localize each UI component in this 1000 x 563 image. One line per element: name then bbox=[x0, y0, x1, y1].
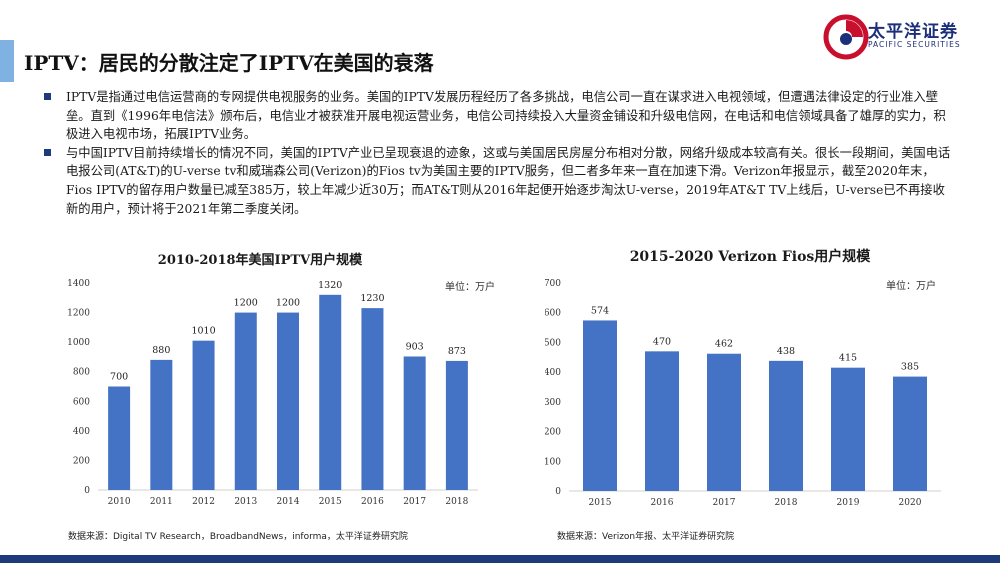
bullet-marker bbox=[44, 93, 51, 100]
x-tick-label-2011: 2011 bbox=[150, 497, 173, 507]
bar-2019 bbox=[831, 367, 865, 491]
data-label-2017: 903 bbox=[406, 341, 424, 352]
x-tick-label-2010: 2010 bbox=[108, 497, 131, 507]
y-tick-label: 1000 bbox=[67, 338, 90, 348]
bar-2010 bbox=[108, 386, 131, 490]
bar-2015 bbox=[319, 294, 342, 490]
data-label-2020: 385 bbox=[901, 362, 919, 373]
bar-2012 bbox=[192, 340, 215, 490]
x-tick-label-2012: 2012 bbox=[192, 497, 215, 507]
bar-2017 bbox=[403, 356, 426, 490]
data-label-2012: 1010 bbox=[191, 326, 215, 337]
data-label-2018: 873 bbox=[448, 346, 466, 357]
x-tick-label-2016: 2016 bbox=[361, 497, 384, 507]
x-tick-label-2019: 2019 bbox=[837, 498, 860, 508]
y-tick-label: 1400 bbox=[67, 279, 90, 289]
bar-2015 bbox=[583, 320, 617, 491]
y-tick-label: 500 bbox=[545, 338, 561, 348]
x-tick-label-2018: 2018 bbox=[775, 498, 798, 508]
data-label-2017: 462 bbox=[715, 339, 733, 350]
bar-2013 bbox=[234, 312, 257, 490]
y-tick-label: 800 bbox=[73, 368, 90, 378]
left-bar-chart: 0 200 400 600 800 1000 1200 1400 700 2010 880 2011 1… bbox=[67, 279, 478, 507]
data-label-2013: 1200 bbox=[234, 298, 258, 309]
y-tick-label: 700 bbox=[545, 279, 561, 289]
logo-english-name: PACIFIC SECURITIES bbox=[868, 40, 961, 49]
x-tick-label-2016: 2016 bbox=[651, 498, 674, 508]
x-tick-label-2015: 2015 bbox=[589, 498, 612, 508]
right-chart-unit: 单位：万户 bbox=[886, 281, 936, 292]
bar-2011 bbox=[150, 359, 173, 490]
y-tick-label: 200 bbox=[545, 428, 561, 438]
y-tick-label: 0 bbox=[84, 486, 90, 496]
bullet-text: 与中国IPTV目前持续增长的情况不同，美国的IPTV产业已呈现衰退的迹象，这或与… bbox=[66, 145, 951, 216]
left-chart-source: 数据来源：Digital TV Research，BroadbandNews，i… bbox=[68, 532, 408, 542]
data-label-2016: 1230 bbox=[360, 293, 384, 304]
bullet-item: 与中国IPTV目前持续增长的情况不同，美国的IPTV产业已呈现衰退的迹象，这或与… bbox=[40, 144, 952, 218]
bar-2016 bbox=[361, 308, 384, 490]
data-label-2016: 470 bbox=[653, 336, 671, 347]
data-label-2018: 438 bbox=[777, 346, 795, 357]
y-tick-label: 100 bbox=[545, 457, 561, 467]
right-chart-title: 2015-2020 Verizon Fios用户规模 bbox=[629, 249, 871, 265]
bar-2017 bbox=[707, 353, 741, 491]
y-tick-label: 400 bbox=[73, 427, 90, 437]
x-tick-label-2015: 2015 bbox=[319, 497, 342, 507]
bar-2018 bbox=[769, 360, 803, 491]
x-tick-label-2018: 2018 bbox=[445, 497, 468, 507]
pacific-securities-logo bbox=[823, 14, 869, 60]
bullet-item: IPTV是指通过电信运营商的专网提供电视服务的业务。美国的IPTV发展历程经历了… bbox=[40, 88, 952, 144]
x-tick-label-2017: 2017 bbox=[713, 498, 736, 508]
x-tick-label-2020: 2020 bbox=[899, 498, 922, 508]
right-chart-source: 数据来源：Verizon年报、太平洋证券研究院 bbox=[557, 532, 735, 542]
bar-2014 bbox=[277, 312, 299, 490]
bullet-text: IPTV是指通过电信运营商的专网提供电视服务的业务。美国的IPTV发展历程经历了… bbox=[66, 90, 946, 142]
page-title: IPTV：居民的分散注定了IPTV在美国的衰落 bbox=[24, 51, 434, 75]
x-tick-label-2014: 2014 bbox=[277, 497, 300, 507]
bar-2016 bbox=[645, 351, 679, 491]
logo-chinese-name: 太平洋证券 bbox=[868, 22, 958, 42]
y-tick-label: 0 bbox=[555, 487, 561, 497]
data-label-2011: 880 bbox=[152, 345, 170, 356]
data-label-2015: 574 bbox=[591, 305, 609, 316]
y-tick-label: 400 bbox=[545, 368, 561, 378]
right-bar-chart: 0 100 200 300 400 500 600 700 574 2015 470 2016 462 2… bbox=[545, 279, 941, 508]
y-tick-label: 600 bbox=[545, 309, 561, 319]
x-tick-label-2017: 2017 bbox=[403, 497, 426, 507]
data-label-2010: 700 bbox=[110, 372, 128, 383]
data-label-2019: 415 bbox=[839, 353, 857, 364]
y-tick-label: 600 bbox=[73, 397, 90, 407]
bar-2020 bbox=[893, 376, 927, 491]
y-tick-label: 200 bbox=[73, 456, 90, 466]
bar-2018 bbox=[445, 360, 468, 490]
y-tick-label: 1200 bbox=[67, 309, 90, 319]
left-chart-title: 2010-2018年美国IPTV用户规模 bbox=[157, 253, 363, 268]
bullet-list: IPTV是指通过电信运营商的专网提供电视服务的业务。美国的IPTV发展历程经历了… bbox=[40, 88, 952, 218]
y-tick-label: 300 bbox=[545, 398, 561, 408]
x-tick-label-2013: 2013 bbox=[234, 497, 257, 507]
footer-bar bbox=[0, 555, 1000, 563]
title-accent-bar bbox=[0, 40, 14, 82]
data-label-2015: 1320 bbox=[318, 280, 342, 291]
left-chart-unit: 单位：万户 bbox=[445, 282, 495, 293]
bullet-marker bbox=[44, 148, 51, 156]
data-label-2014: 1200 bbox=[276, 298, 300, 309]
